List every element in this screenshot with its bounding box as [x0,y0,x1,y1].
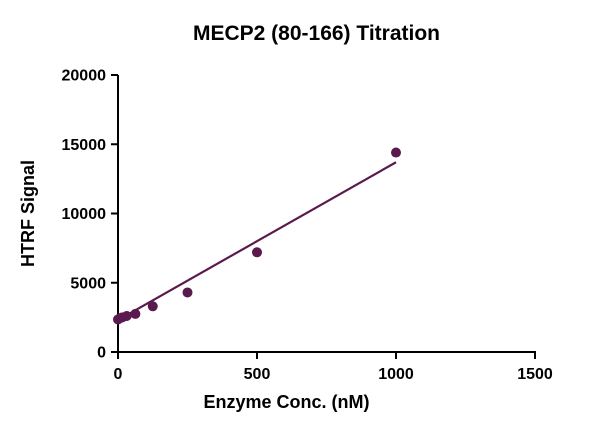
x-axis-title: Enzyme Conc. (nM) [203,392,369,412]
y-tick-label: 15000 [62,137,107,154]
data-point [182,287,193,298]
data-point [147,301,158,312]
y-tick-label: 20000 [62,68,107,85]
data-point [252,247,262,258]
data-point [391,147,401,158]
data-point [121,310,132,321]
x-tick-label: 1500 [517,366,553,383]
chart-title: MECP2 (80-166) Titration [193,22,440,45]
y-tick-label: 0 [97,345,106,362]
x-tick-label: 500 [244,366,271,383]
data-point [130,308,141,319]
fit-line [117,161,397,322]
x-tick-label: 0 [114,366,123,383]
y-tick-label: 10000 [62,206,107,223]
y-tick-label: 5000 [70,275,106,292]
x-tick-label: 1000 [378,366,414,383]
y-axis-title: HTRF Signal [18,160,38,267]
